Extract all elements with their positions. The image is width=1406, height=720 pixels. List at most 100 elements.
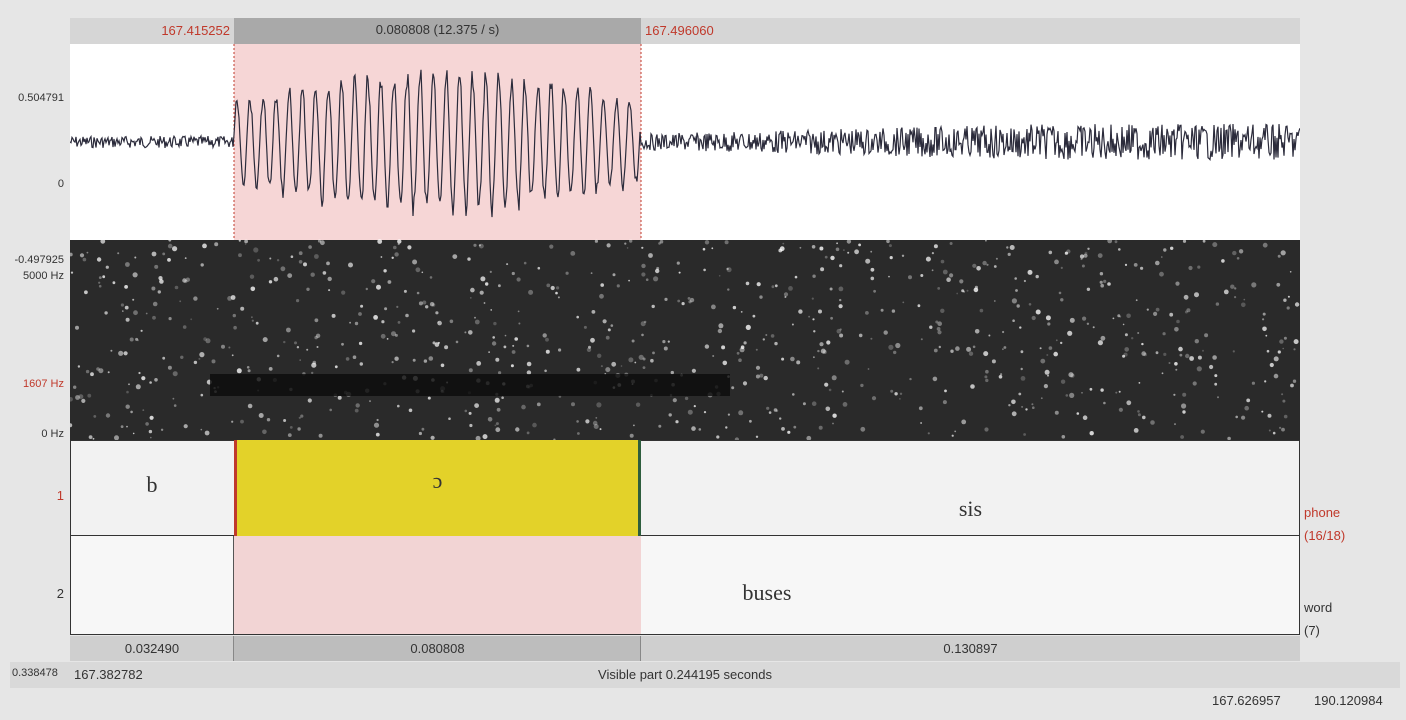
- speckle: [781, 427, 785, 431]
- speckle: [788, 286, 793, 291]
- speckle: [470, 288, 475, 293]
- speckle: [743, 381, 747, 385]
- speckle: [1054, 260, 1059, 265]
- speckle: [946, 277, 951, 282]
- speckle: [1156, 308, 1160, 312]
- speckle: [740, 347, 745, 352]
- speckle: [1283, 299, 1286, 302]
- speckle: [1267, 350, 1270, 353]
- speckle: [919, 406, 923, 410]
- speckle: [1067, 331, 1072, 336]
- speckle: [1065, 252, 1068, 255]
- speckle: [812, 275, 815, 278]
- speckle: [895, 343, 900, 348]
- speckle: [479, 244, 484, 249]
- speckle: [836, 248, 840, 252]
- speckle: [893, 351, 896, 354]
- speckle: [784, 292, 788, 296]
- speckle: [812, 298, 814, 300]
- speckle: [832, 375, 837, 380]
- speckle: [1098, 340, 1103, 345]
- speckle: [839, 264, 842, 267]
- speckle: [126, 391, 129, 394]
- speckle: [512, 345, 514, 347]
- speckle: [473, 244, 476, 247]
- speckle: [727, 288, 729, 290]
- speckle: [297, 427, 300, 430]
- speckle: [1230, 285, 1234, 289]
- speckle: [475, 320, 480, 325]
- wave-zero: 0: [58, 178, 64, 190]
- interval-label: b: [70, 472, 234, 498]
- speckle: [517, 277, 521, 281]
- freq-max: 5000 Hz: [23, 270, 64, 282]
- speckle: [975, 329, 980, 334]
- top-bar-right[interactable]: [641, 18, 1300, 44]
- speckle: [99, 276, 102, 279]
- speckle: [490, 271, 492, 273]
- speckle: [920, 422, 922, 424]
- speckle: [267, 418, 270, 421]
- speckle: [169, 317, 172, 320]
- speckle: [593, 421, 598, 426]
- speckle: [1021, 368, 1023, 370]
- speckle: [496, 422, 499, 425]
- speckle: [338, 396, 342, 400]
- speckle: [93, 415, 96, 418]
- speckle: [306, 288, 309, 291]
- speckle: [318, 239, 321, 242]
- speckle: [1252, 382, 1255, 385]
- speckle: [256, 322, 259, 325]
- speckle: [1136, 299, 1138, 301]
- speckle: [205, 431, 210, 436]
- speckle: [800, 247, 802, 249]
- speckle: [1087, 323, 1089, 325]
- speckle: [488, 417, 493, 422]
- speckle: [790, 357, 795, 362]
- speckle: [505, 335, 507, 337]
- speckle: [1049, 251, 1053, 255]
- speckle: [1010, 245, 1015, 250]
- speckle: [1062, 435, 1066, 439]
- speckle: [217, 308, 219, 310]
- speckle: [153, 302, 158, 307]
- speckle: [394, 252, 398, 256]
- speckle: [555, 292, 558, 295]
- speckle: [299, 359, 301, 361]
- speckle: [422, 428, 425, 431]
- speckle: [595, 417, 597, 419]
- speckle: [888, 345, 893, 350]
- speckle: [1288, 296, 1290, 298]
- speckle: [315, 318, 319, 322]
- speckle: [756, 375, 760, 379]
- speckle: [412, 329, 415, 332]
- speckle: [1125, 333, 1128, 336]
- tier-number: 1: [57, 488, 64, 503]
- signal-area[interactable]: [70, 44, 1300, 440]
- speckle: [892, 309, 895, 312]
- speckle: [394, 357, 398, 361]
- speckle: [417, 292, 420, 295]
- speckle: [703, 269, 706, 272]
- speckle: [1049, 346, 1053, 350]
- speckle: [527, 345, 530, 348]
- speckle: [1012, 319, 1015, 322]
- speckle: [1197, 266, 1200, 269]
- speckle: [151, 287, 155, 291]
- speckle: [685, 397, 688, 400]
- speckle: [731, 386, 734, 389]
- speckle: [240, 420, 244, 424]
- speckle: [527, 362, 532, 367]
- speckle: [1153, 312, 1157, 316]
- speckle: [283, 341, 285, 343]
- speckle: [983, 351, 988, 356]
- speckle: [185, 257, 187, 259]
- tier-count: (7): [1304, 623, 1320, 638]
- speckle: [824, 383, 828, 387]
- speckle: [1261, 411, 1263, 413]
- speckle: [180, 356, 183, 359]
- speckle: [154, 378, 158, 382]
- speckle: [546, 350, 550, 354]
- speckle: [269, 280, 272, 283]
- speckle: [314, 254, 319, 259]
